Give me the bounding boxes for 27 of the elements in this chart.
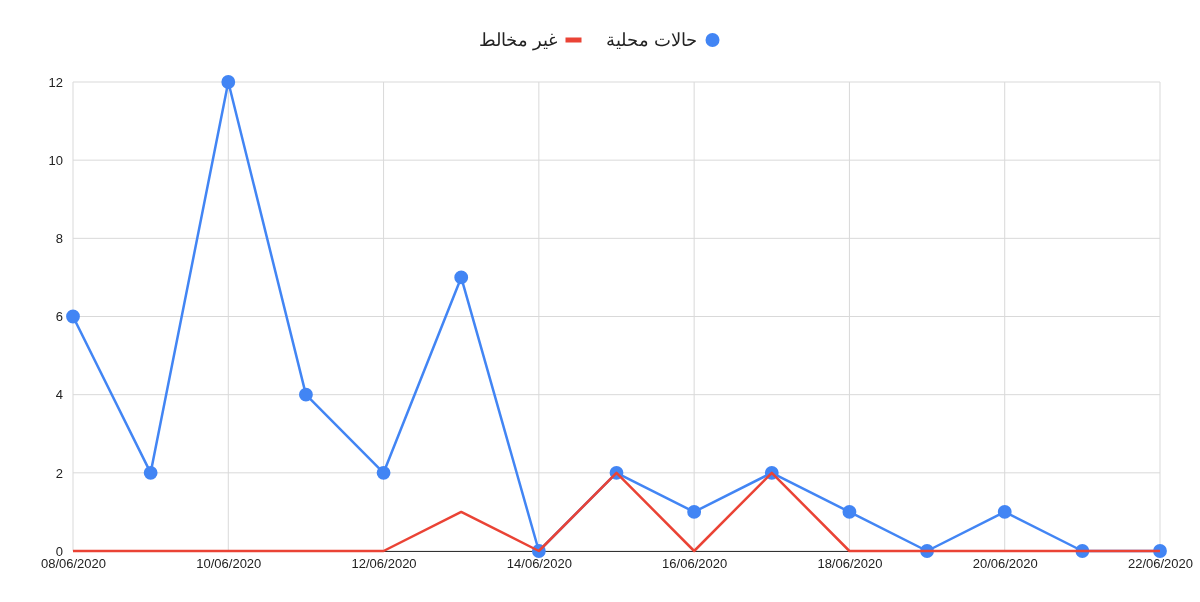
point [221,75,236,89]
y-tick-label: 2 [55,465,63,481]
point [454,270,469,285]
x-tick-label: 18/06/2020 [817,556,883,572]
y-tick-label: 4 [55,387,63,403]
point [66,309,80,324]
point [376,465,391,480]
legend-label: حالات محلية [605,30,697,50]
point [842,505,857,519]
x-tick-label: 16/06/2020 [662,556,728,572]
y-tick-label: 0 [55,543,63,559]
y-tick-label: 6 [55,309,63,325]
x-tick-label: 12/06/2020 [351,556,417,572]
point [1153,544,1167,558]
point [997,505,1012,519]
y-tick-label: 8 [55,230,63,246]
x-tick-label: 10/06/2020 [196,556,262,572]
y-tick-label: 10 [48,152,63,168]
point [687,505,702,519]
point [143,465,158,480]
point [299,387,313,402]
legend-label: غير مخالط [479,30,558,51]
x-tick-label: 14/06/2020 [506,556,572,572]
y-tick-label: 12 [48,74,63,90]
x-tick-label: 08/06/2020 [40,556,107,572]
x-tick-label: 20/06/2020 [972,556,1038,572]
x-tick-label: 22/06/2020 [1127,556,1194,572]
